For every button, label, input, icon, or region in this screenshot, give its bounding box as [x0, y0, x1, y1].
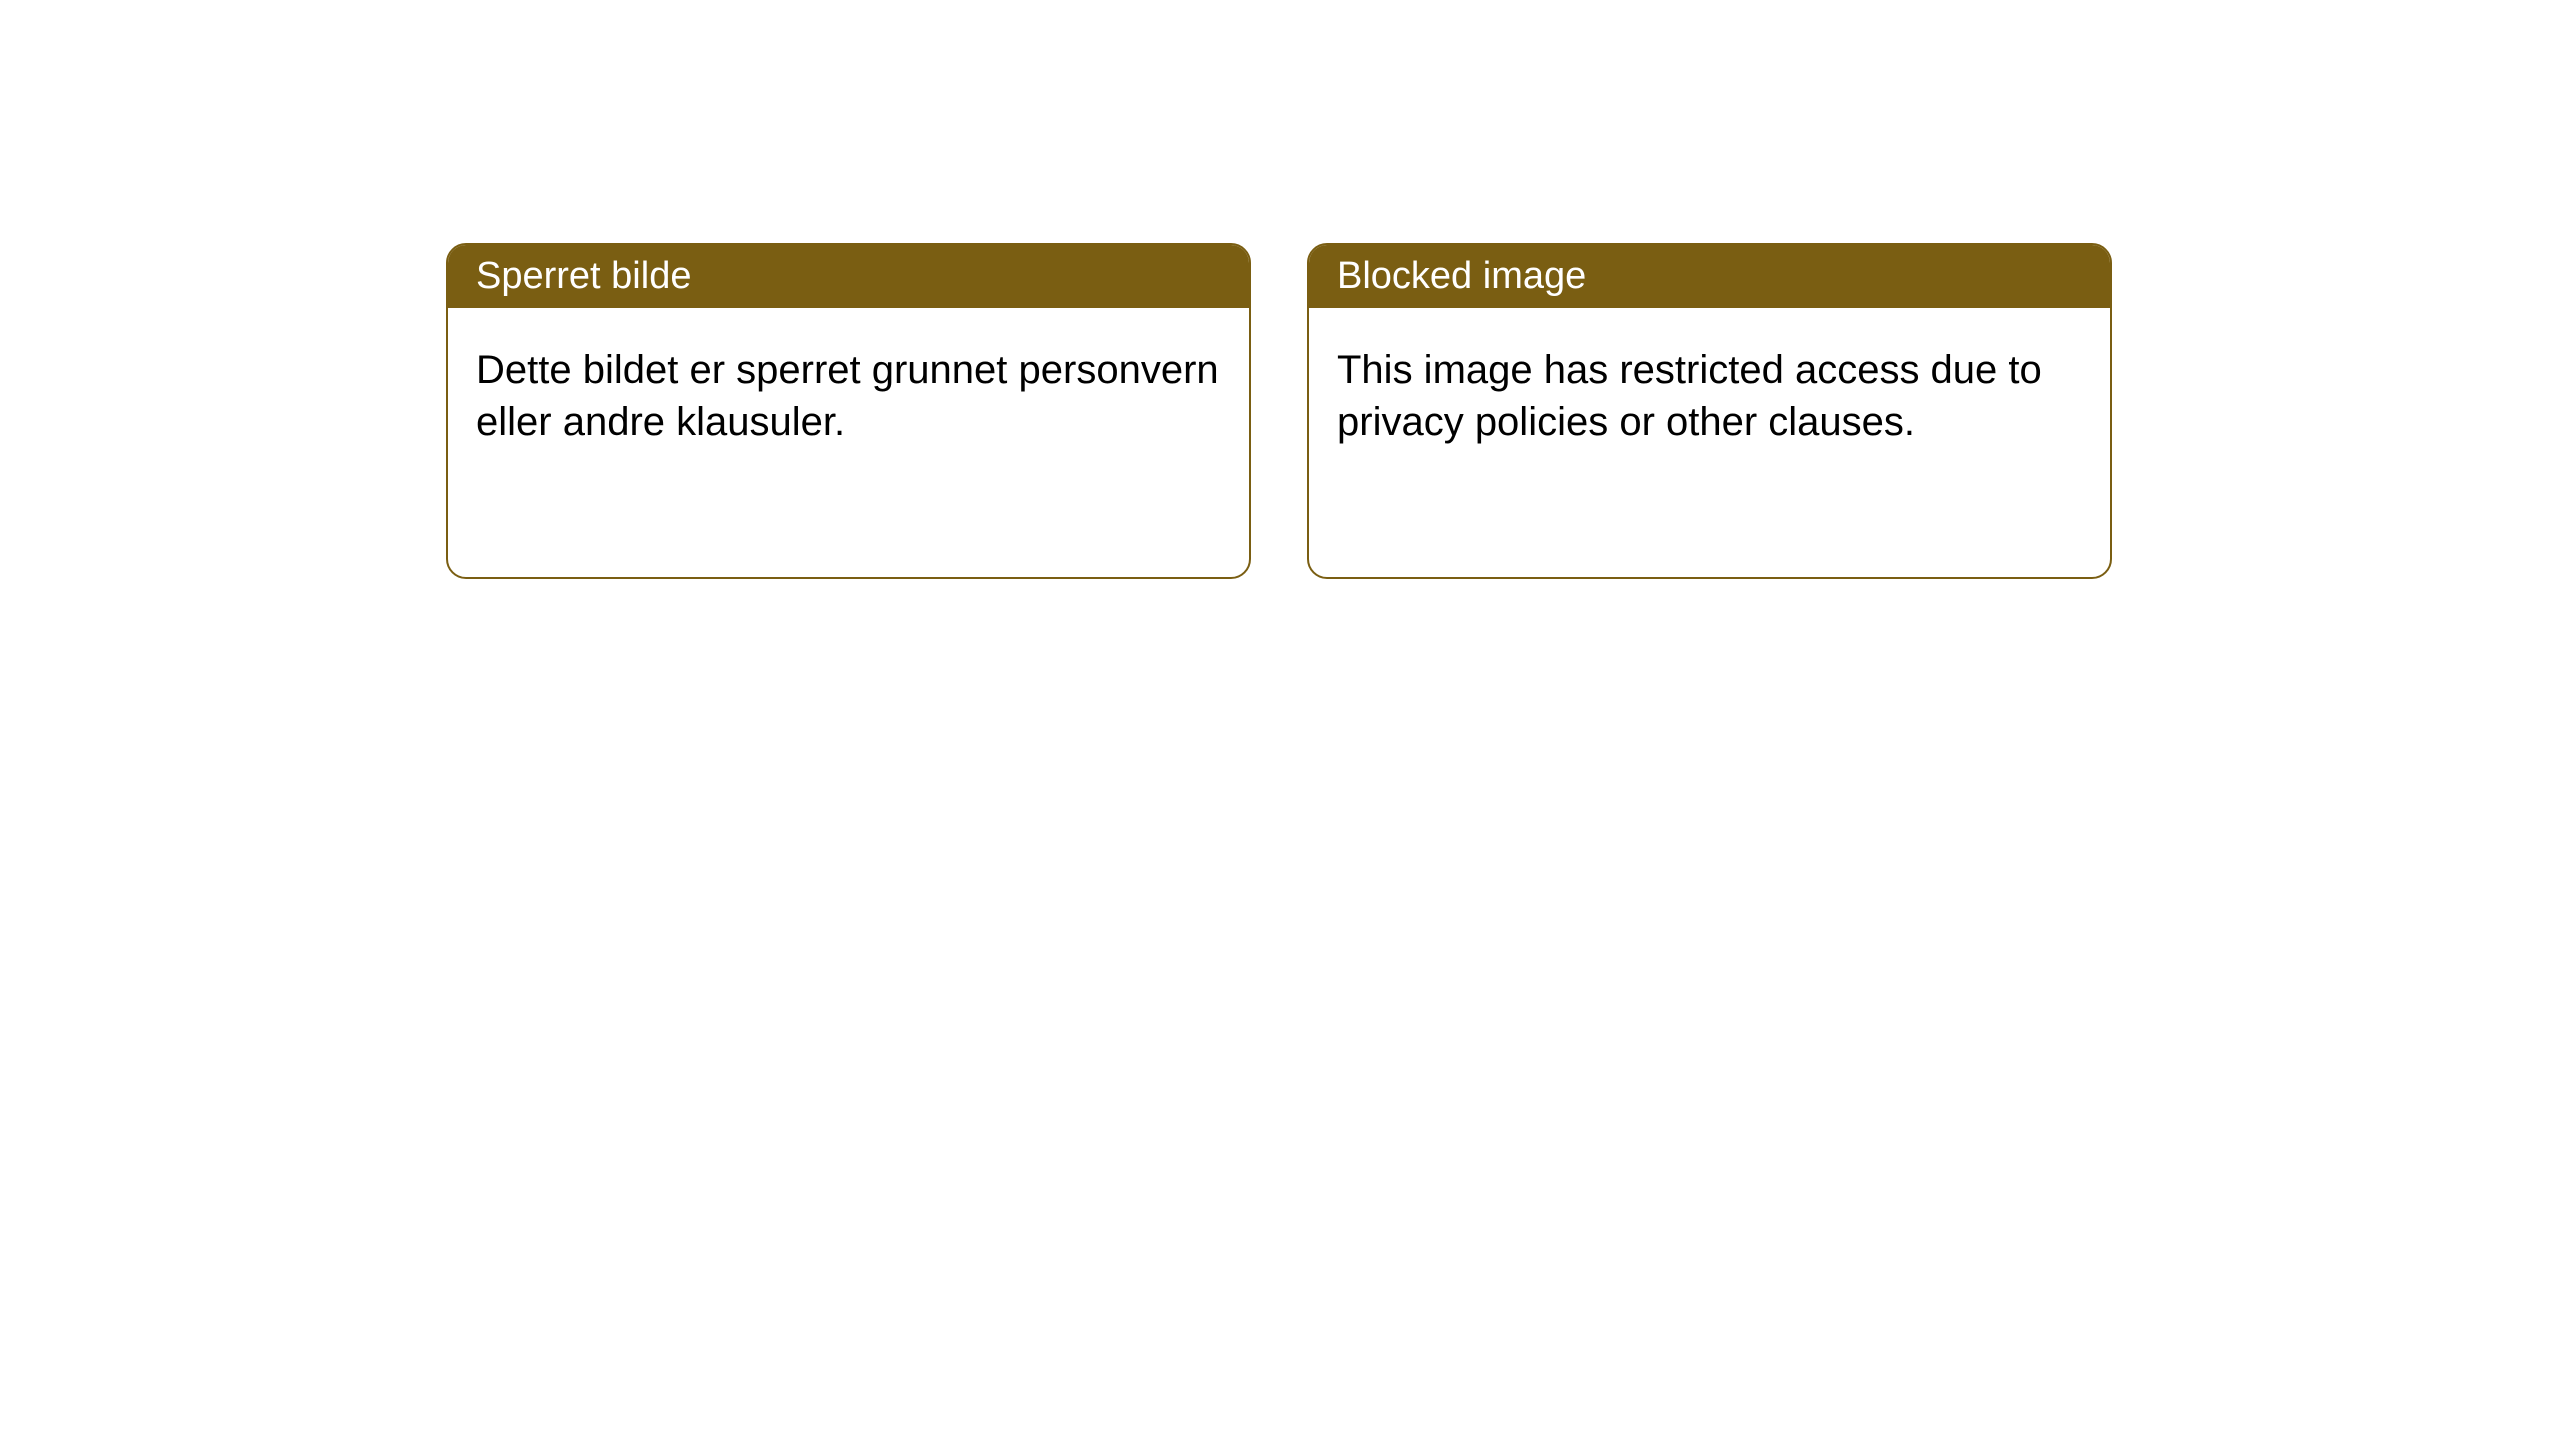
card-body: This image has restricted access due to … — [1309, 308, 2110, 484]
card-title: Sperret bilde — [476, 255, 691, 297]
card-header: Blocked image — [1309, 245, 2110, 308]
card-header: Sperret bilde — [448, 245, 1249, 308]
notice-card-english: Blocked image This image has restricted … — [1307, 243, 2112, 579]
card-body-text: This image has restricted access due to … — [1337, 348, 2042, 444]
card-body-text: Dette bildet er sperret grunnet personve… — [476, 348, 1219, 444]
card-body: Dette bildet er sperret grunnet personve… — [448, 308, 1249, 484]
notice-container: Sperret bilde Dette bildet er sperret gr… — [446, 243, 2112, 579]
card-title: Blocked image — [1337, 255, 1586, 297]
notice-card-norwegian: Sperret bilde Dette bildet er sperret gr… — [446, 243, 1251, 579]
